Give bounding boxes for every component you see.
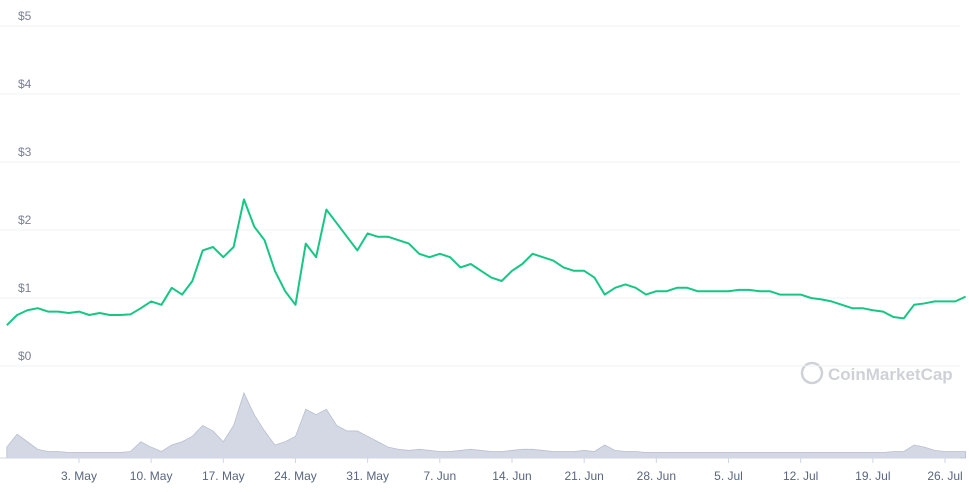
watermark-text: CoinMarketCap — [828, 365, 953, 384]
x-tick-label: 7. Jun — [423, 469, 456, 483]
x-tick-label: 14. Jun — [492, 469, 531, 483]
x-tick-label: 17. May — [202, 469, 245, 483]
y-tick-label: $5 — [18, 9, 32, 23]
x-tick-label: 5. Jul — [714, 469, 743, 483]
y-tick-label: $0 — [18, 349, 32, 363]
x-tick-label: 12. Jul — [783, 469, 818, 483]
price-line — [6, 198, 967, 326]
x-tick-label: 10. May — [130, 469, 173, 483]
y-tick-label: $2 — [18, 213, 32, 227]
x-tick-label: 21. Jun — [564, 469, 603, 483]
y-tick-label: $1 — [18, 281, 32, 295]
x-tick-label: 26. Jul — [927, 469, 962, 483]
x-tick-label: 28. Jun — [637, 469, 676, 483]
y-tick-label: $3 — [18, 145, 32, 159]
watermark-logo — [800, 361, 824, 385]
y-tick-label: $4 — [18, 77, 32, 91]
watermark: CoinMarketCap — [800, 361, 953, 385]
x-tick-label: 31. May — [346, 469, 389, 483]
x-tick-label: 19. Jul — [855, 469, 890, 483]
x-tick-label: 24. May — [274, 469, 317, 483]
x-tick-label: 3. May — [61, 469, 97, 483]
volume-area — [6, 391, 967, 459]
